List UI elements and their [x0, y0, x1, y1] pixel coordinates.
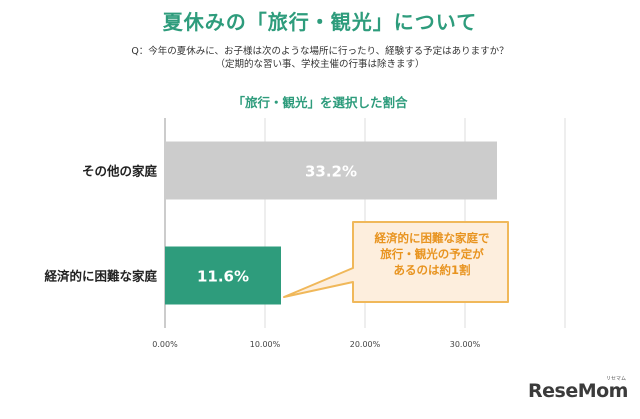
chart-title: 夏休みの「旅行・観光」について [162, 10, 478, 34]
data-label: 33.2% [305, 163, 357, 181]
callout-box [283, 221, 509, 303]
x-tick-label: 20.00% [350, 340, 381, 349]
x-tick-label: 0.00% [152, 340, 178, 349]
category-label: 経済的に困難な家庭 [44, 269, 157, 284]
x-tick-label: 30.00% [450, 340, 481, 349]
question-line-2: （定期的な習い事、学校主催の行事は除きます） [215, 59, 425, 70]
resemom-logo: ReseMom [528, 380, 628, 402]
bar [165, 141, 497, 200]
survey-question: Q：今年の夏休みに、お子様は次のような場所に行ったり、経験する予定はありますか？… [0, 45, 640, 71]
resemom-logo-ruby: リセマム [606, 376, 627, 382]
chart-subtitle: 「旅行・観光」を選択した割合 [232, 95, 408, 110]
data-label: 11.6% [197, 268, 249, 286]
question-line-1: Q：今年の夏休みに、お子様は次のような場所に行ったり、経験する予定はありますか？ [131, 46, 509, 57]
x-tick-label: 10.00% [250, 340, 281, 349]
callout-text: 経済的に困難な家庭で 旅行・観光の予定が あるのは約1割 [358, 230, 506, 278]
callout-line-3: あるのは約1割 [393, 263, 471, 277]
bar [165, 246, 281, 305]
callout-line-2: 旅行・観光の予定が [380, 247, 484, 261]
category-label: その他の家庭 [82, 164, 158, 179]
callout-line-1: 経済的に困難な家庭で [374, 231, 490, 245]
